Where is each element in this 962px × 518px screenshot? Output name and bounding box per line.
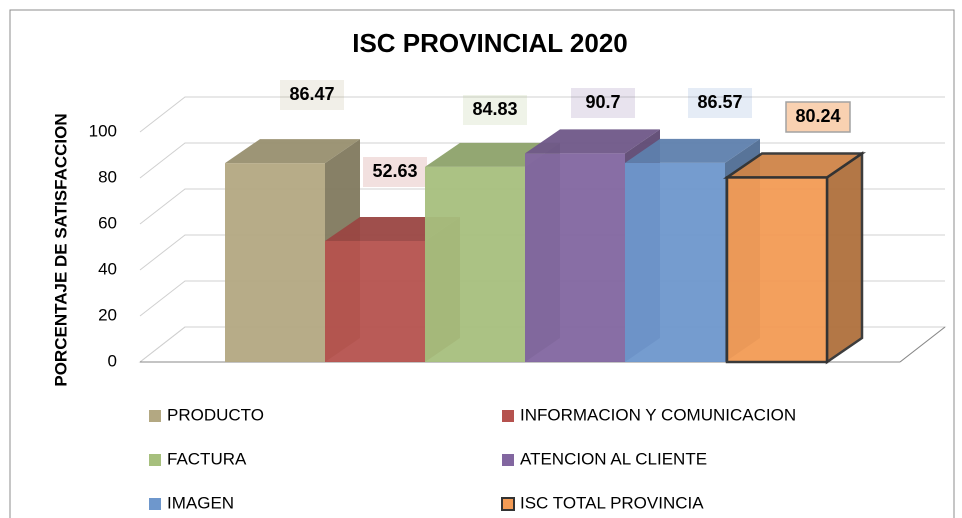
grid-line	[139, 96, 945, 133]
data-label-bg	[280, 80, 344, 110]
floor-edge	[899, 326, 946, 363]
bar	[425, 166, 525, 362]
bar	[625, 162, 725, 362]
y-tick-label: 0	[108, 351, 117, 370]
legend-swatch	[501, 497, 515, 511]
legend-swatch	[502, 454, 514, 466]
legend-label: PRODUCTO	[167, 405, 264, 424]
bar	[225, 163, 325, 362]
legend-label: ISC TOTAL PROVINCIA	[520, 493, 704, 512]
y-tick-label: 60	[98, 213, 117, 232]
legend-label: IMAGEN	[167, 493, 234, 512]
data-label: 52.63	[372, 161, 417, 181]
data-label: 90.7	[585, 92, 620, 112]
bar	[525, 153, 625, 362]
y-tick-label: 40	[98, 259, 117, 278]
data-label-bg	[571, 88, 635, 118]
legend-swatch	[502, 410, 514, 422]
legend-label: INFORMACION Y COMUNICACION	[520, 405, 796, 424]
data-label: 86.47	[289, 84, 334, 104]
bar-top	[625, 138, 760, 163]
bar-top	[225, 139, 360, 164]
data-label: 80.24	[795, 106, 840, 126]
legend-label: FACTURA	[167, 449, 247, 468]
bar-top	[525, 129, 660, 154]
data-label-bg	[363, 157, 427, 187]
data-label-bg	[688, 88, 752, 118]
legend-swatch	[149, 454, 161, 466]
legend-swatch	[149, 410, 161, 422]
bar	[325, 240, 425, 362]
y-tick-label: 100	[89, 121, 117, 140]
data-label-bg	[785, 101, 851, 133]
bar	[725, 176, 829, 364]
y-tick-label: 80	[98, 167, 117, 186]
legend-label: ATENCION AL CLIENTE	[520, 449, 707, 468]
data-label: 86.57	[697, 92, 742, 112]
y-tick-label: 20	[98, 305, 117, 324]
y-axis-label: PORCENTAJE DE SATISFACCION	[51, 113, 70, 386]
chart-title: ISC PROVINCIAL 2020	[352, 28, 628, 58]
data-label: 84.83	[472, 99, 517, 119]
legend-swatch	[149, 498, 161, 510]
data-label-bg	[463, 95, 527, 125]
bar-side	[825, 151, 864, 365]
